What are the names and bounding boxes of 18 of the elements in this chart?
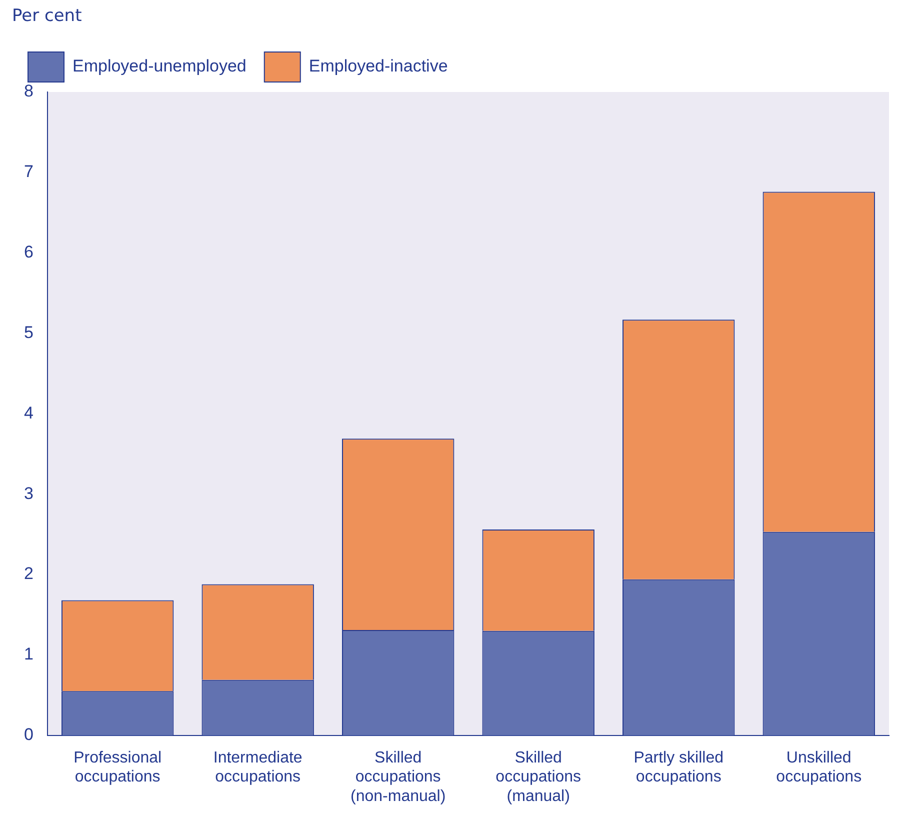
y-tick-label: 0 — [24, 725, 34, 744]
x-tick-label: Skilled occupations (non-manual) — [350, 749, 446, 805]
y-tick-label: 6 — [24, 242, 34, 262]
y-axis-title: Per cent — [12, 6, 82, 26]
x-tick-label: Skilled occupations (manual) — [496, 749, 582, 805]
y-tick-label: 7 — [24, 162, 34, 182]
y-tick-label: 2 — [24, 564, 34, 584]
x-tick-label: Intermediate occupations — [213, 749, 302, 786]
legend-label: Employed-unemployed — [72, 56, 246, 76]
y-tick-label: 5 — [24, 322, 34, 342]
x-tick-label: Partly skilled occupations — [634, 749, 724, 786]
x-tick-label: Unskilled occupations — [776, 749, 862, 786]
y-tick-label: 1 — [24, 644, 34, 664]
y-tick-label: 8 — [24, 82, 34, 101]
legend-label: Employed-inactive — [308, 56, 448, 76]
x-tick-label: Professional occupations — [74, 749, 162, 786]
y-tick-label: 4 — [24, 403, 34, 422]
y-tick-label: 3 — [24, 484, 34, 503]
